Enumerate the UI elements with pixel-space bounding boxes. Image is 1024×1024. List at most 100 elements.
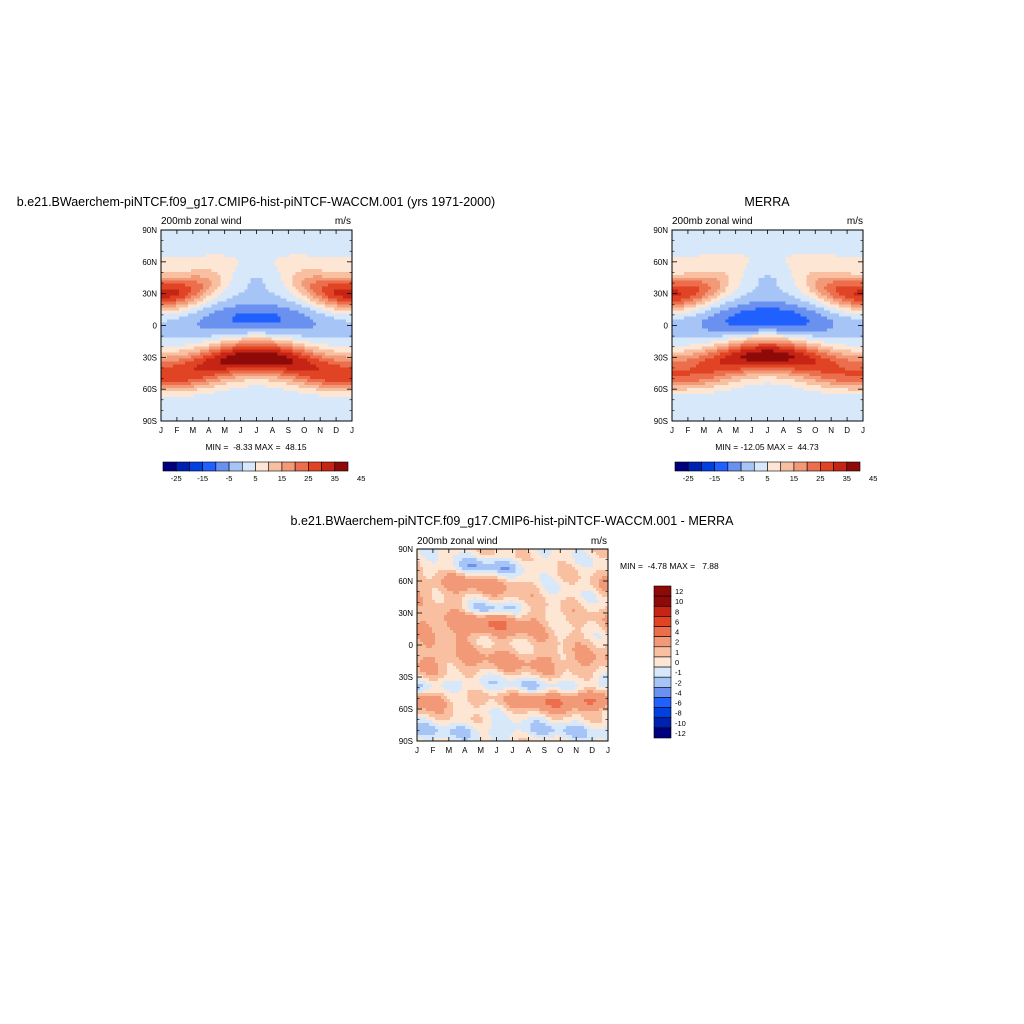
contour-cell	[704, 394, 709, 398]
contour-cell	[280, 370, 284, 374]
contour-cell	[199, 289, 204, 294]
contour-cell	[229, 268, 234, 273]
contour-cell	[328, 238, 332, 243]
contour-cell	[692, 415, 697, 419]
contour-cell	[250, 400, 254, 404]
contour-cell	[343, 256, 347, 261]
contour-cell	[181, 283, 186, 288]
contour-cell	[698, 388, 703, 392]
contour-cell	[244, 376, 248, 380]
contour-cell	[298, 418, 302, 422]
contour-cell	[196, 370, 201, 374]
contour-cell	[283, 289, 287, 294]
contour-cell	[319, 241, 323, 246]
contour-cell	[283, 406, 287, 410]
contour-cell	[325, 352, 329, 356]
contour-cell	[698, 304, 703, 308]
contour-cell	[262, 334, 266, 338]
contour-cell	[172, 235, 177, 240]
contour-cell	[244, 238, 248, 243]
contour-cell	[214, 244, 219, 249]
contour-cell	[190, 277, 195, 282]
contour-cell	[196, 301, 201, 306]
contour-cell	[161, 262, 165, 267]
contour-cell	[704, 301, 709, 306]
contour-cell	[307, 292, 311, 297]
contour-cell	[343, 361, 347, 365]
contour-cell	[322, 388, 326, 392]
contour-cell	[244, 382, 248, 386]
contour-cell	[235, 307, 239, 311]
contour-cell	[229, 241, 234, 246]
contour-cell	[226, 364, 231, 368]
contour-cell	[686, 238, 691, 243]
contour-cell	[244, 364, 248, 368]
contour-cell	[677, 403, 682, 407]
contour-cell	[701, 244, 706, 249]
contour-cell	[178, 370, 183, 374]
contour-cell	[337, 256, 341, 261]
contour-cell	[202, 262, 207, 267]
contour-cell	[199, 235, 204, 240]
contour-cell	[313, 370, 317, 374]
contour-cell	[340, 280, 344, 285]
contour-cell	[340, 238, 344, 243]
contour-cell	[677, 262, 682, 267]
contour-cell	[178, 361, 183, 365]
contour-cell	[238, 355, 242, 359]
contour-cell	[199, 388, 204, 392]
contour-cell	[683, 319, 688, 323]
contour-cell	[238, 313, 242, 317]
contour-cell	[187, 268, 192, 273]
contour-cell	[211, 415, 216, 419]
contour-cell	[704, 343, 709, 347]
contour-cell	[244, 253, 248, 258]
contour-cell	[211, 238, 216, 243]
contour-cell	[695, 367, 700, 371]
contour-cell	[674, 349, 679, 353]
contour-cell	[163, 286, 168, 291]
contour-cell	[298, 310, 302, 314]
contour-cell	[337, 388, 341, 392]
contour-cell	[184, 295, 189, 300]
contour-cell	[695, 241, 700, 246]
contour-cell	[292, 340, 296, 344]
contour-cell	[295, 349, 299, 353]
contour-cell	[271, 379, 275, 383]
contour-cell	[238, 259, 242, 264]
contour-cell	[295, 394, 299, 398]
contour-cell	[229, 286, 234, 291]
contour-cell	[193, 268, 198, 273]
contour-cell	[280, 331, 284, 335]
contour-cell	[346, 340, 350, 344]
contour-cell	[316, 319, 320, 323]
contour-cell	[268, 319, 272, 323]
contour-cell	[178, 400, 183, 404]
contour-cell	[280, 241, 284, 246]
contour-cell	[683, 230, 688, 234]
contour-cell	[677, 310, 682, 314]
contour-cell	[184, 373, 189, 377]
contour-cell	[698, 316, 703, 320]
contour-cell	[178, 403, 183, 407]
contour-cell	[196, 358, 201, 362]
contour-cell	[181, 352, 186, 356]
contour-cell	[253, 271, 257, 276]
contour-cell	[172, 280, 177, 285]
contour-cell	[208, 364, 213, 368]
contour-cell	[271, 352, 275, 356]
contour-cell	[190, 265, 195, 270]
contour-cell	[232, 331, 237, 335]
contour-cell	[277, 304, 281, 308]
contour-cell	[163, 415, 168, 419]
contour-cell	[280, 376, 284, 380]
contour-cell	[328, 352, 332, 356]
contour-cell	[253, 316, 257, 320]
contour-cell	[208, 391, 213, 395]
contour-cell	[262, 418, 266, 422]
contour-cell	[169, 283, 174, 288]
contour-cell	[298, 307, 302, 311]
contour-cell	[193, 337, 198, 341]
contour-cell	[701, 289, 706, 294]
contour-cell	[698, 343, 703, 347]
